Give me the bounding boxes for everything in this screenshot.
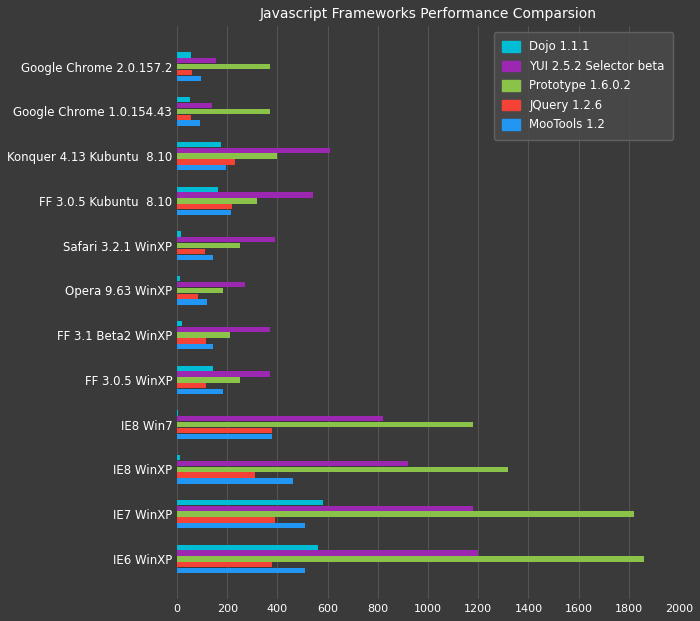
Bar bbox=[177, 377, 240, 383]
Bar bbox=[177, 371, 270, 377]
Bar bbox=[177, 64, 270, 70]
Bar bbox=[177, 288, 223, 293]
Bar bbox=[177, 428, 272, 433]
Bar bbox=[177, 186, 218, 192]
Bar bbox=[177, 455, 180, 460]
Bar bbox=[177, 109, 270, 114]
Bar bbox=[177, 76, 201, 81]
Bar bbox=[177, 243, 240, 248]
Bar bbox=[177, 466, 508, 472]
Bar bbox=[177, 473, 255, 478]
Bar bbox=[177, 103, 212, 108]
Bar bbox=[177, 556, 644, 561]
Bar bbox=[177, 344, 214, 350]
Bar bbox=[177, 410, 178, 415]
Bar bbox=[177, 512, 634, 517]
Bar bbox=[177, 114, 191, 120]
Bar bbox=[177, 505, 473, 511]
Bar bbox=[177, 383, 206, 388]
Bar bbox=[177, 120, 199, 125]
Bar bbox=[177, 153, 277, 159]
Bar bbox=[177, 550, 478, 556]
Bar bbox=[177, 416, 383, 422]
Bar bbox=[177, 204, 232, 209]
Legend: Dojo 1.1.1, YUI 2.5.2 Selector beta, Prototype 1.6.0.2, JQuery 1.2.6, MooTools 1: Dojo 1.1.1, YUI 2.5.2 Selector beta, Pro… bbox=[494, 32, 673, 140]
Bar bbox=[177, 142, 221, 147]
Bar bbox=[177, 70, 192, 75]
Bar bbox=[177, 58, 216, 63]
Bar bbox=[177, 338, 206, 343]
Bar bbox=[177, 276, 180, 281]
Bar bbox=[177, 198, 258, 204]
Title: Javascript Frameworks Performance Comparsion: Javascript Frameworks Performance Compar… bbox=[260, 7, 596, 21]
Bar bbox=[177, 282, 245, 288]
Bar bbox=[177, 249, 204, 254]
Bar bbox=[177, 332, 230, 338]
Bar bbox=[177, 193, 313, 197]
Bar bbox=[177, 478, 293, 484]
Bar bbox=[177, 237, 275, 242]
Bar bbox=[177, 52, 191, 58]
Bar bbox=[177, 461, 408, 466]
Bar bbox=[177, 97, 190, 102]
Bar bbox=[177, 500, 323, 505]
Bar bbox=[177, 327, 270, 332]
Bar bbox=[177, 366, 214, 371]
Bar bbox=[177, 562, 272, 568]
Bar bbox=[177, 422, 473, 427]
Bar bbox=[177, 517, 275, 523]
Bar bbox=[177, 255, 214, 260]
Bar bbox=[177, 389, 223, 394]
Bar bbox=[177, 231, 181, 237]
Bar bbox=[177, 433, 272, 439]
Bar bbox=[177, 299, 207, 305]
Bar bbox=[177, 165, 226, 170]
Bar bbox=[177, 568, 305, 573]
Bar bbox=[177, 210, 231, 215]
Bar bbox=[177, 523, 305, 528]
Bar bbox=[177, 159, 234, 165]
Bar bbox=[177, 545, 318, 550]
Bar bbox=[177, 321, 181, 326]
Bar bbox=[177, 294, 198, 299]
Bar bbox=[177, 148, 330, 153]
